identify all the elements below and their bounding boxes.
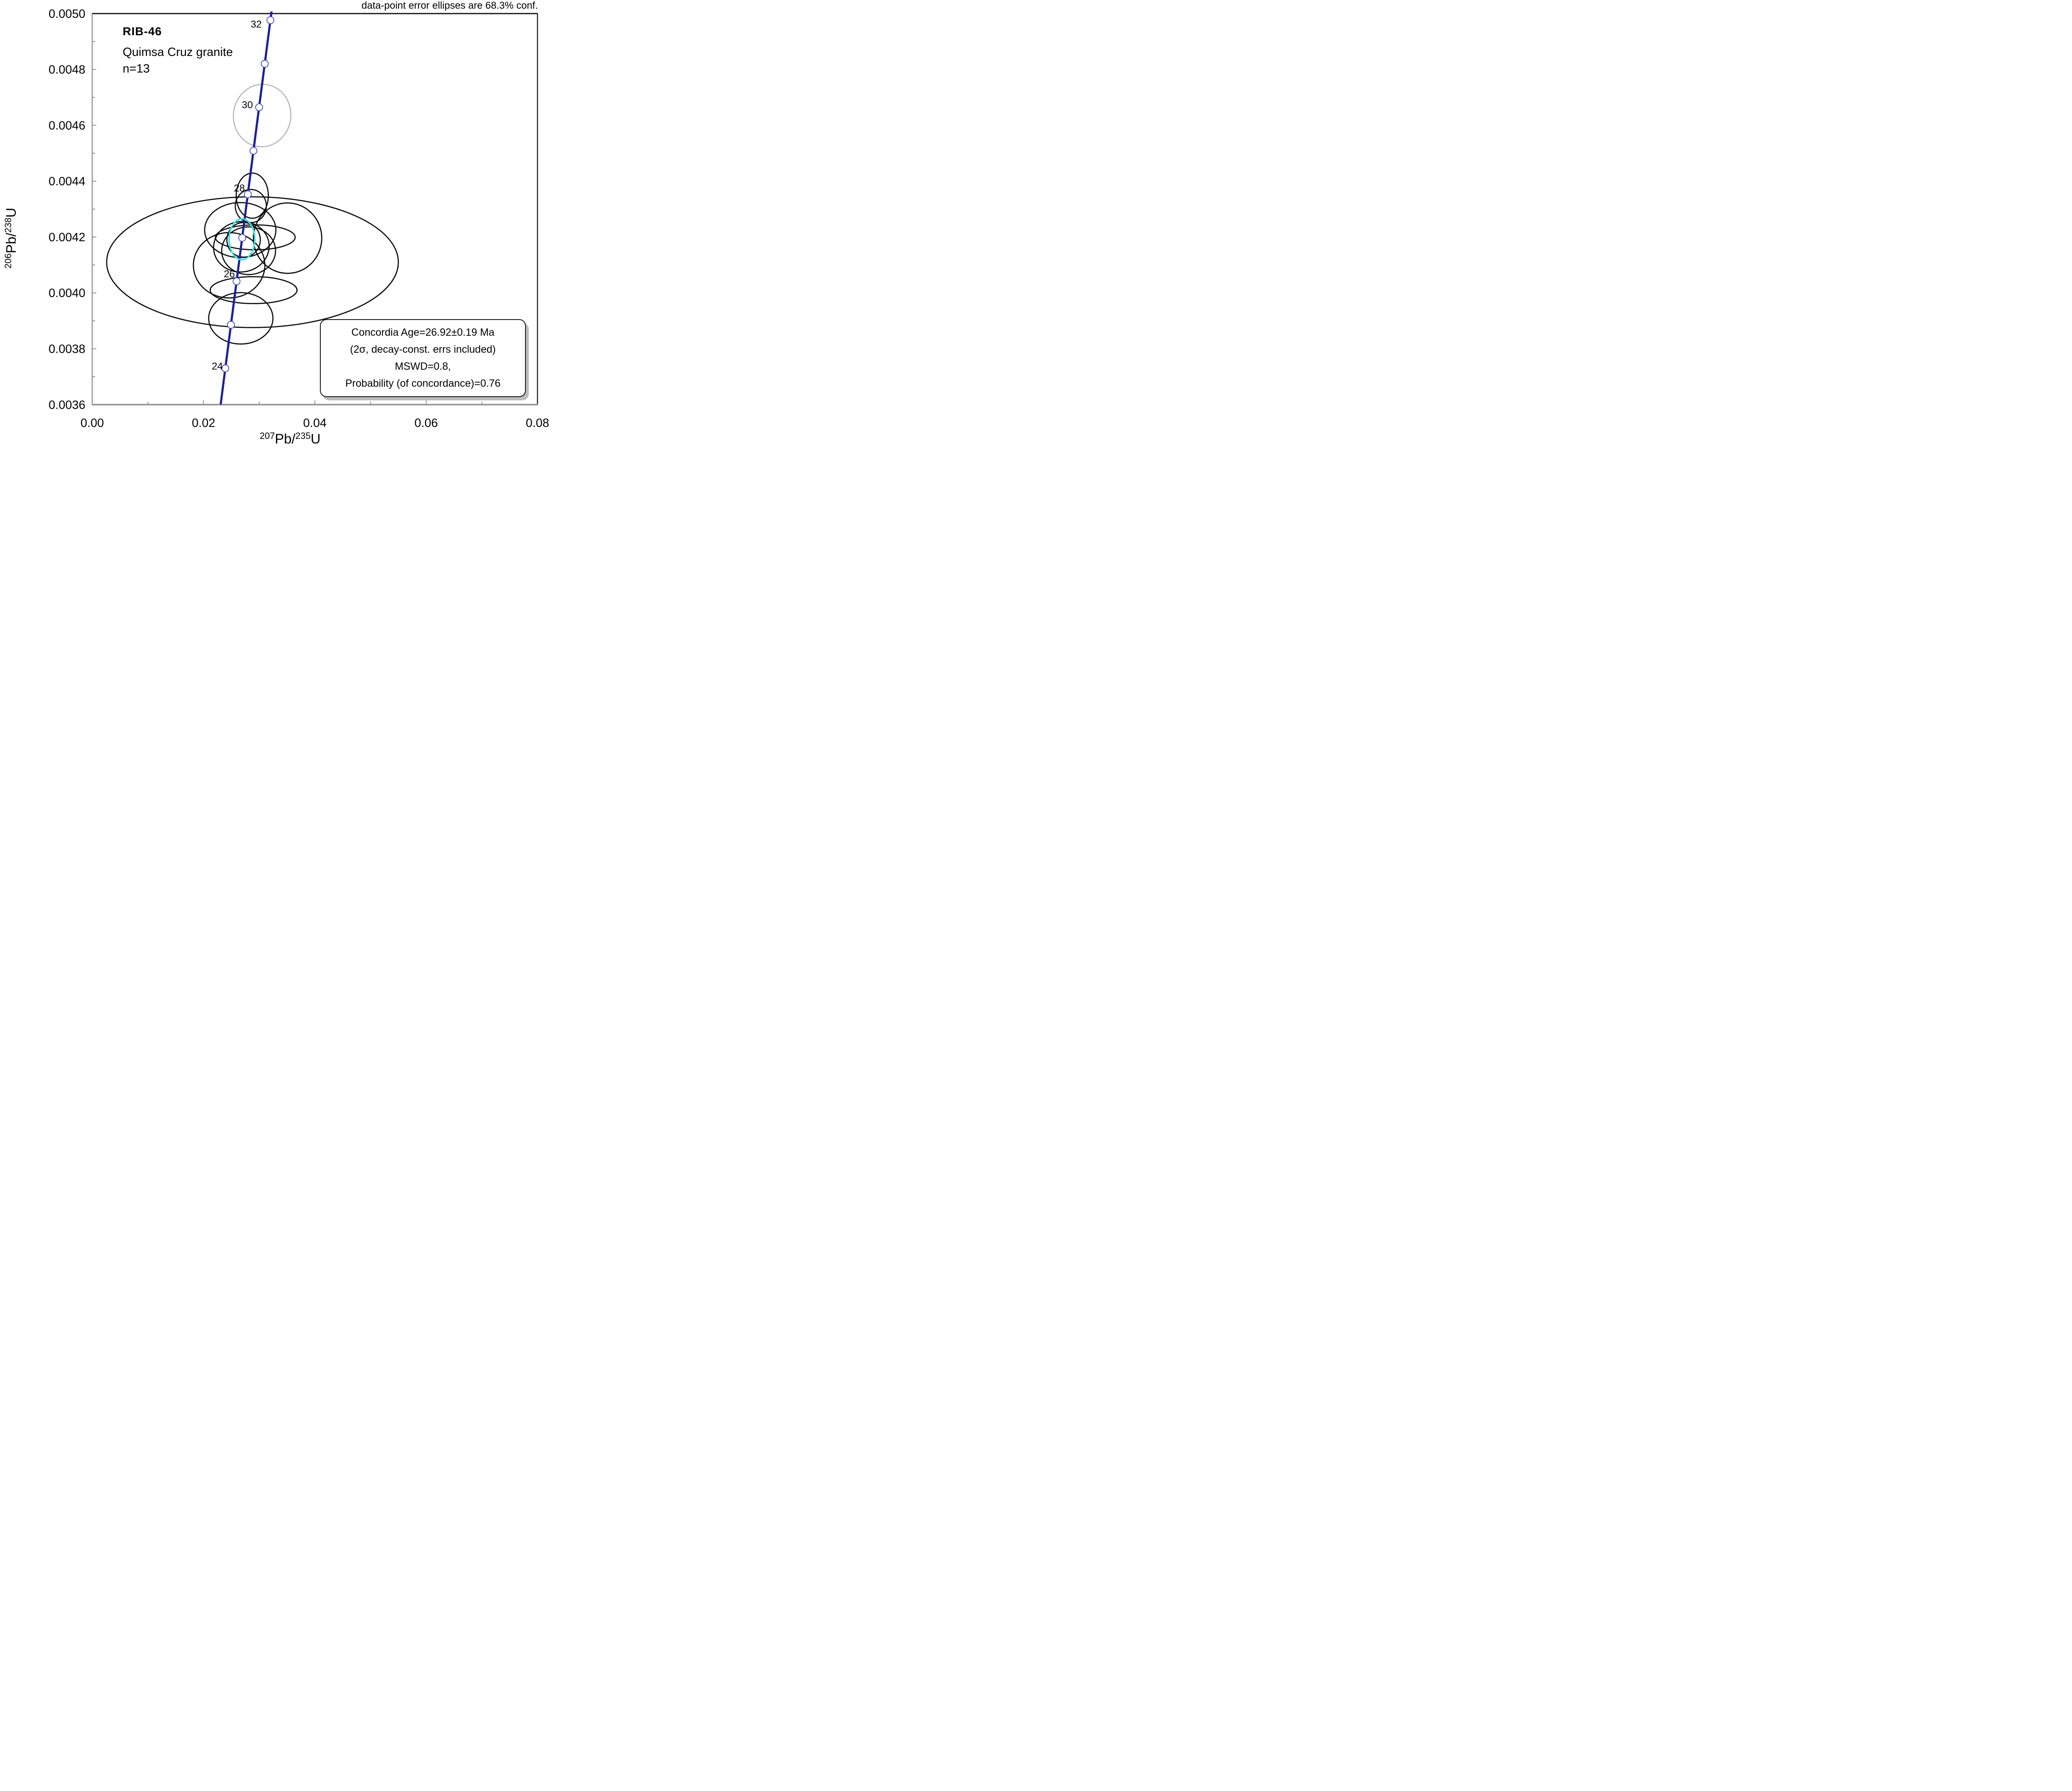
x-axis-tick-label: 0.08 — [526, 417, 549, 430]
y-axis-tick-label: 0.0038 — [48, 342, 85, 356]
error-ellipse — [253, 202, 322, 274]
error-ellipse — [213, 221, 270, 273]
concordia-age-sigma-note: (2σ, decay-const. errs included) — [350, 344, 496, 355]
y-axis-tick-label: 0.0048 — [48, 63, 85, 77]
x-axis-tick-label: 0.06 — [414, 417, 438, 430]
age-label: 32 — [251, 19, 262, 30]
y-axis-tick-label: 0.0036 — [48, 398, 85, 412]
x-axis-tick-label: 0.00 — [80, 417, 104, 430]
concordia-age-marker — [221, 364, 230, 373]
concordia-age-marker — [266, 16, 274, 24]
concordia-plot-canvas: 0.00 0.02 0.04 0.06 0.08 0.0036 0.0038 0.0040 0.… — [3, 7, 549, 446]
concordia-age-value: Concordia Age=26.92±0.19 Ma — [351, 327, 495, 338]
mswd-value: MSWD=0.8, — [395, 361, 451, 372]
age-label: 30 — [242, 99, 253, 111]
y-axis-tick-label: 0.0042 — [48, 231, 85, 244]
error-ellipse — [209, 276, 298, 304]
x-axis-title-part: 207 — [260, 431, 275, 441]
age-label: 26 — [224, 269, 235, 280]
y-axis-title: 206Pb/238U — [3, 208, 19, 269]
concordia-age-marker — [232, 277, 241, 286]
age-label: 24 — [212, 361, 223, 372]
x-axis-tick-label: 0.04 — [303, 417, 327, 430]
concordia-age-marker — [261, 60, 269, 68]
concordia-age-marker — [227, 321, 235, 329]
y-axis-title-part: U — [3, 208, 19, 218]
probability-of-concordance: Probability (of concordance)=0.76 — [345, 378, 501, 389]
error-ellipse — [106, 196, 399, 328]
y-axis-title-part: Pb/ — [3, 233, 19, 253]
concordia-age-ellipse — [228, 218, 256, 261]
confidence-note: data-point error ellipses are 68.3% conf… — [361, 0, 538, 11]
sample-name: RIB-46 — [123, 25, 162, 38]
concordia-age-marker — [255, 103, 263, 111]
sample-n-count: n=13 — [123, 62, 150, 75]
x-axis-title-part: Pb/ — [275, 431, 295, 446]
x-axis-tick-label: 0.02 — [192, 417, 215, 430]
y-axis-tick-label: 0.0040 — [48, 287, 85, 300]
concordia-age-marker — [238, 234, 246, 242]
error-ellipse — [221, 226, 276, 275]
sample-description: Quimsa Cruz granite — [123, 46, 233, 59]
age-label: 28 — [234, 183, 245, 194]
concordia-age-marker — [244, 190, 252, 199]
error-ellipse — [235, 172, 269, 219]
y-axis-tick-label: 0.0046 — [48, 119, 85, 132]
y-axis-tick-label: 0.0044 — [48, 175, 85, 188]
y-axis-tick-label: 0.0050 — [48, 7, 85, 21]
y-axis-title-part: 206 — [3, 253, 13, 269]
concordia-age-marker — [249, 147, 258, 155]
x-axis-title: 207Pb/235U — [260, 431, 321, 446]
x-axis-title-part: 235 — [295, 431, 311, 441]
error-ellipse — [232, 83, 292, 148]
concordia-age-result-box: Concordia Age=26.92±0.19 Ma (2σ, decay-c… — [320, 319, 526, 397]
y-axis-title-part: 238 — [3, 218, 13, 233]
concordia-curve — [219, 11, 273, 405]
x-axis-title-part: U — [311, 431, 321, 446]
concordia-diagram-figure: 0.00 0.02 0.04 0.06 0.08 0.0036 0.0038 0.0040 0.… — [0, 0, 555, 448]
error-ellipse — [208, 292, 274, 345]
